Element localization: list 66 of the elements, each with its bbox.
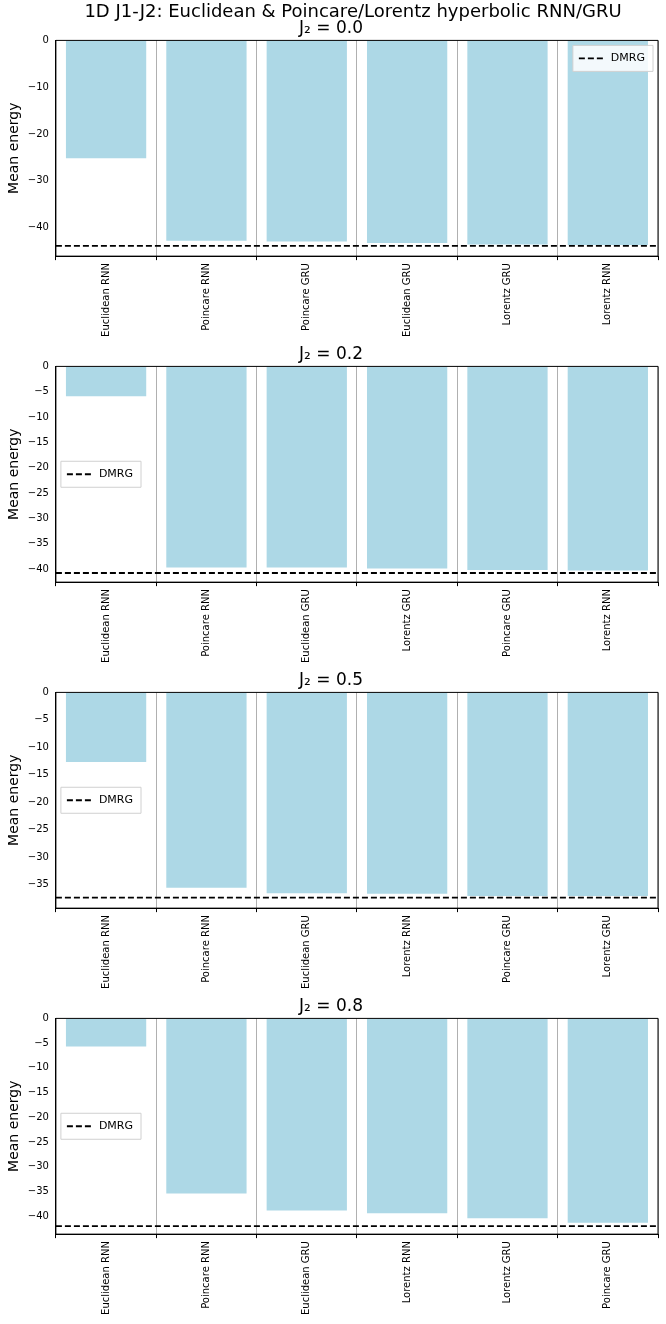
y-tick-label: −5 (34, 713, 49, 725)
x-tick-label: Lorentz GRU (501, 263, 513, 326)
y-tick-label: 0 (42, 1011, 49, 1023)
y-tick-label: −30 (27, 174, 49, 186)
x-tick-label: Poincare GRU (501, 915, 513, 983)
x-tick-label: Euclidean RNN (99, 1241, 111, 1315)
x-tick-label: Euclidean GRU (300, 589, 312, 663)
y-tick-label: −40 (27, 562, 49, 574)
y-tick-label: −10 (27, 410, 49, 422)
y-tick-label: −20 (27, 1110, 49, 1122)
y-tick-label: −20 (27, 127, 49, 139)
x-tick-label: Lorentz GRU (400, 589, 412, 652)
x-tick-label: Lorentz GRU (601, 915, 613, 978)
y-axis-title: Mean energy (5, 754, 22, 846)
x-tick-label: Lorentz RNN (400, 915, 412, 978)
y-tick-label: −35 (27, 537, 49, 549)
x-tick-label: Euclidean GRU (400, 263, 412, 337)
y-tick-label: −10 (27, 1061, 49, 1073)
y-tick-label: −30 (27, 511, 49, 523)
x-tick-label: Euclidean GRU (300, 915, 312, 989)
x-tick-label: Euclidean RNN (99, 589, 111, 663)
legend-label: DMRG (98, 793, 134, 807)
y-tick-label: 0 (42, 33, 49, 45)
y-tick-label: −30 (27, 850, 49, 862)
y-tick-label: −15 (27, 435, 49, 447)
y-tick-label: −10 (27, 80, 49, 92)
y-tick-label: −15 (27, 1086, 49, 1098)
y-tick-label: −25 (27, 1135, 49, 1147)
y-tick-label: −40 (27, 1209, 49, 1221)
y-axis-title: Mean energy (5, 102, 22, 194)
x-tick-label: Poincare RNN (200, 589, 212, 657)
chart-title: J₂ = 0.2 (298, 342, 363, 363)
y-axis-title: Mean energy (5, 1080, 22, 1172)
y-tick-label: 0 (42, 685, 49, 697)
y-tick-label: −10 (27, 740, 49, 752)
x-tick-label: Euclidean RNN (99, 263, 111, 337)
y-tick-label: −5 (34, 1036, 49, 1048)
y-tick-label: −20 (27, 795, 49, 807)
x-tick-label: Poincare RNN (200, 915, 212, 983)
y-tick-label: −35 (27, 878, 49, 890)
y-tick-label: 0 (42, 359, 49, 371)
x-tick-label: Poincare RNN (200, 263, 212, 331)
x-tick-label: Lorentz RNN (601, 589, 613, 652)
y-tick-label: −35 (27, 1185, 49, 1197)
y-axis-title: Mean energy (5, 428, 22, 520)
chart-title: J₂ = 0.5 (298, 668, 363, 689)
x-tick-label: Lorentz RNN (400, 1241, 412, 1304)
legend-label: DMRG (610, 51, 646, 65)
x-tick-label: Poincare GRU (300, 263, 312, 331)
x-tick-label: Poincare RNN (200, 1241, 212, 1309)
x-tick-label: Poincare GRU (501, 589, 513, 657)
y-tick-label: −20 (27, 461, 49, 473)
y-tick-label: −30 (27, 1160, 49, 1172)
y-tick-label: −40 (27, 221, 49, 233)
y-tick-label: −25 (27, 486, 49, 498)
y-tick-label: −25 (27, 823, 49, 835)
x-tick-label: Euclidean RNN (99, 915, 111, 989)
x-tick-label: Lorentz GRU (501, 1241, 513, 1304)
legend-label: DMRG (98, 467, 134, 481)
chart-title: J₂ = 0.8 (298, 994, 363, 1015)
x-tick-label: Poincare GRU (601, 1241, 613, 1309)
x-tick-label: Lorentz RNN (601, 263, 613, 326)
x-tick-label: Euclidean GRU (300, 1241, 312, 1315)
y-tick-label: −5 (34, 385, 49, 397)
y-tick-label: −15 (27, 768, 49, 780)
legend-label: DMRG (98, 1119, 134, 1133)
